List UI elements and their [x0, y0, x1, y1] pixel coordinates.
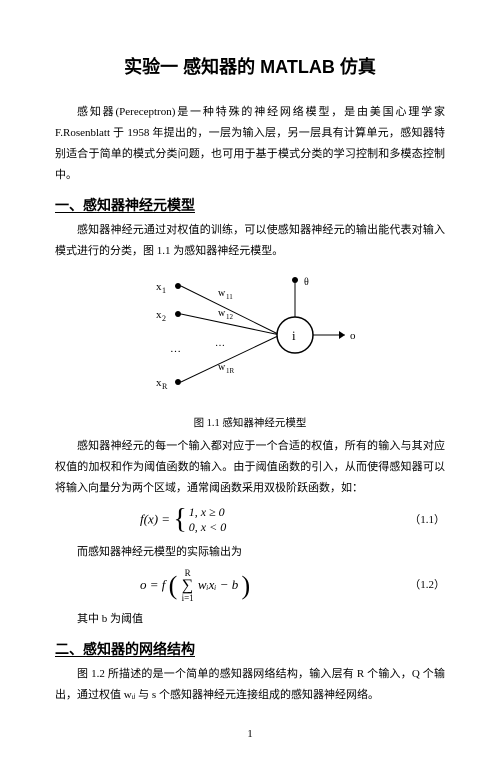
section-1-p3: 而感知器神经元模型的实际输出为 — [55, 542, 445, 563]
svg-text:11: 11 — [226, 293, 233, 301]
equation-1: f(x) = { 1, x ≥ 0 0, x < 0 （1.1） — [55, 505, 445, 536]
eq1-case1: 1, x ≥ 0 — [189, 505, 225, 519]
svg-text:2: 2 — [162, 314, 166, 323]
page-number: 1 — [55, 724, 445, 745]
svg-text:w: w — [218, 308, 226, 319]
section-2-p1: 图 1.2 所描述的是一个简单的感知器网络结构，输入层有 R 个输入，Q 个输出… — [55, 664, 445, 706]
svg-text:12: 12 — [226, 313, 234, 321]
eq2-pre: o = f — [140, 577, 165, 592]
eq2-body: wᵢxᵢ − b — [198, 577, 238, 592]
svg-text:…: … — [170, 343, 181, 355]
svg-text:i: i — [292, 328, 296, 343]
section-1-p1: 感知器神经元通过对权值的训练，可以使感知器神经元的输出能代表对输入模式进行的分类… — [55, 220, 445, 262]
figure-1: x1 x2 xR … w11 w12 … w1R i θ o — [55, 270, 445, 408]
svg-text:1R: 1R — [226, 367, 235, 375]
svg-text:w: w — [218, 288, 226, 299]
svg-text:w: w — [218, 362, 226, 373]
eq2-number: （1.2） — [395, 575, 445, 596]
section-1-heading: 一、感知器神经元模型 — [55, 192, 445, 219]
svg-text:1: 1 — [162, 286, 166, 295]
page-title: 实验一 感知器的 MATLAB 仿真 — [55, 50, 445, 84]
equation-2: o = f ( R ∑ i=1 wᵢxᵢ − b ) （1.2） — [55, 569, 445, 603]
document-page: 实验一 感知器的 MATLAB 仿真 感知器(Pereceptron)是一种特殊… — [0, 0, 500, 775]
eq1-lhs: f(x) = — [140, 511, 173, 526]
svg-text:R: R — [162, 382, 168, 391]
figure-1-caption: 图 1.1 感知器神经元模型 — [55, 414, 445, 434]
eq1-number: （1.1） — [395, 510, 445, 531]
section-1-p2: 感知器神经元的每一个输入都对应于一个合适的权值，所有的输入与其对应权值的加权和作… — [55, 436, 445, 499]
svg-text:θ: θ — [304, 277, 309, 288]
section-2-heading: 二、感知器的网络结构 — [55, 636, 445, 663]
eq2-sum-bot: i=1 — [182, 593, 194, 603]
eq1-case2: 0, x < 0 — [189, 520, 226, 534]
svg-text:…: … — [215, 338, 225, 349]
svg-text:o: o — [350, 330, 356, 342]
intro-paragraph: 感知器(Pereceptron)是一种特殊的神经网络模型，是由美国心理学家 F.… — [55, 102, 445, 186]
neuron-diagram-svg: x1 x2 xR … w11 w12 … w1R i θ o — [130, 270, 370, 400]
section-1-p4: 其中 b 为阈值 — [55, 609, 445, 630]
